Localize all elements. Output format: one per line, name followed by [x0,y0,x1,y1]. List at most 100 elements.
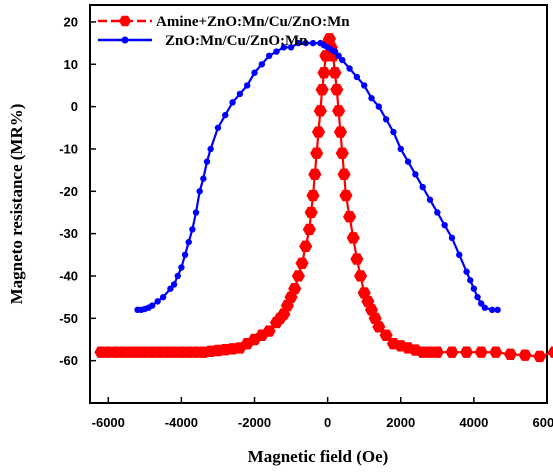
x-tick-label: -2000 [238,415,271,430]
data-point [287,44,295,51]
data-point [207,145,214,153]
data-point [463,268,470,275]
data-point [317,67,331,79]
data-point [339,189,353,202]
data-point [174,272,181,280]
data-point [236,90,244,98]
data-point [251,69,258,76]
y-tick-label: -40 [59,268,78,283]
data-point [159,293,167,301]
data-point [148,302,156,309]
data-point [474,293,481,301]
x-tick-label: 0 [324,415,331,430]
data-point [273,48,280,55]
data-point [335,147,349,159]
data-point [456,251,463,259]
data-point [353,270,368,282]
data-point [474,346,488,358]
data-point [328,67,342,79]
plot-frame [89,4,548,404]
data-point [426,196,434,203]
x-tick-label: -6000 [92,415,125,430]
data-point [337,168,351,181]
y-tick-label: 20 [64,14,78,29]
data-point [309,39,317,47]
data-point [430,346,444,358]
data-point [167,285,174,292]
series-1 [94,33,553,363]
data-point [494,306,501,314]
data-point [222,111,229,119]
data-point [412,171,419,178]
data-point [291,270,305,282]
data-point [346,232,360,244]
data-point [339,56,346,64]
data-point [445,346,459,358]
series-line [137,42,498,311]
data-point [295,257,309,269]
data-point [331,48,339,55]
data-point [470,285,478,292]
data-point [203,158,211,165]
data-point [265,52,273,60]
y-axis-ticks: 20 10 0 -10 -20 -30 -40 -50 -60 [59,14,96,368]
data-point [346,65,353,72]
data-point [229,99,236,106]
data-point [313,105,327,117]
y-tick-label: -50 [59,311,78,326]
legend-label: Amine+ZnO:Mn/Cu/ZnO:Mn [156,14,350,30]
data-point [295,39,302,47]
data-point [353,73,361,81]
data-point [181,251,189,259]
data-point [335,52,342,60]
data-point [308,168,322,181]
series-layer [94,33,553,363]
data-point [382,116,390,123]
data-point [315,83,329,96]
data-point [310,147,324,159]
data-point [434,209,441,216]
data-point [488,306,496,314]
data-point [489,346,503,358]
data-point [200,175,207,182]
data-point [404,158,412,165]
data-point [419,183,426,191]
x-tick-label: 6000 [533,415,553,430]
data-point [467,277,474,284]
data-point [214,124,222,131]
data-point [302,39,309,47]
data-point [481,304,489,311]
data-point [368,94,375,102]
data-point [304,206,318,219]
data-point [192,209,200,216]
data-point [459,346,474,358]
data-point [333,126,348,138]
data-point [441,221,448,229]
series-2 [134,39,501,314]
data-point [302,223,316,236]
x-tick-label: 4000 [459,415,488,430]
data-point [299,240,313,253]
data-point [170,281,178,288]
data-point [397,145,404,153]
data-point [189,226,196,233]
data-point [311,126,326,138]
y-tick-label: -10 [59,141,78,156]
y-tick-label: -30 [59,226,78,241]
x-axis-ticks: -6000 -4000 -2000 0 2000 4000 6000 [92,397,553,430]
data-point [185,238,192,246]
data-point [244,82,251,89]
data-point [280,44,287,51]
x-tick-label: 2000 [386,415,415,430]
data-point [306,189,320,202]
legend: Amine+ZnO:Mn/Cu/ZnO:Mn ZnO:Mn/Cu/ZnO:Mn [98,14,350,49]
data-point [332,105,346,117]
y-tick-label: 0 [71,99,78,114]
data-point [518,349,532,361]
y-tick-label: -20 [59,184,78,199]
data-point [448,234,456,242]
data-point [361,82,368,89]
data-point [154,298,161,305]
